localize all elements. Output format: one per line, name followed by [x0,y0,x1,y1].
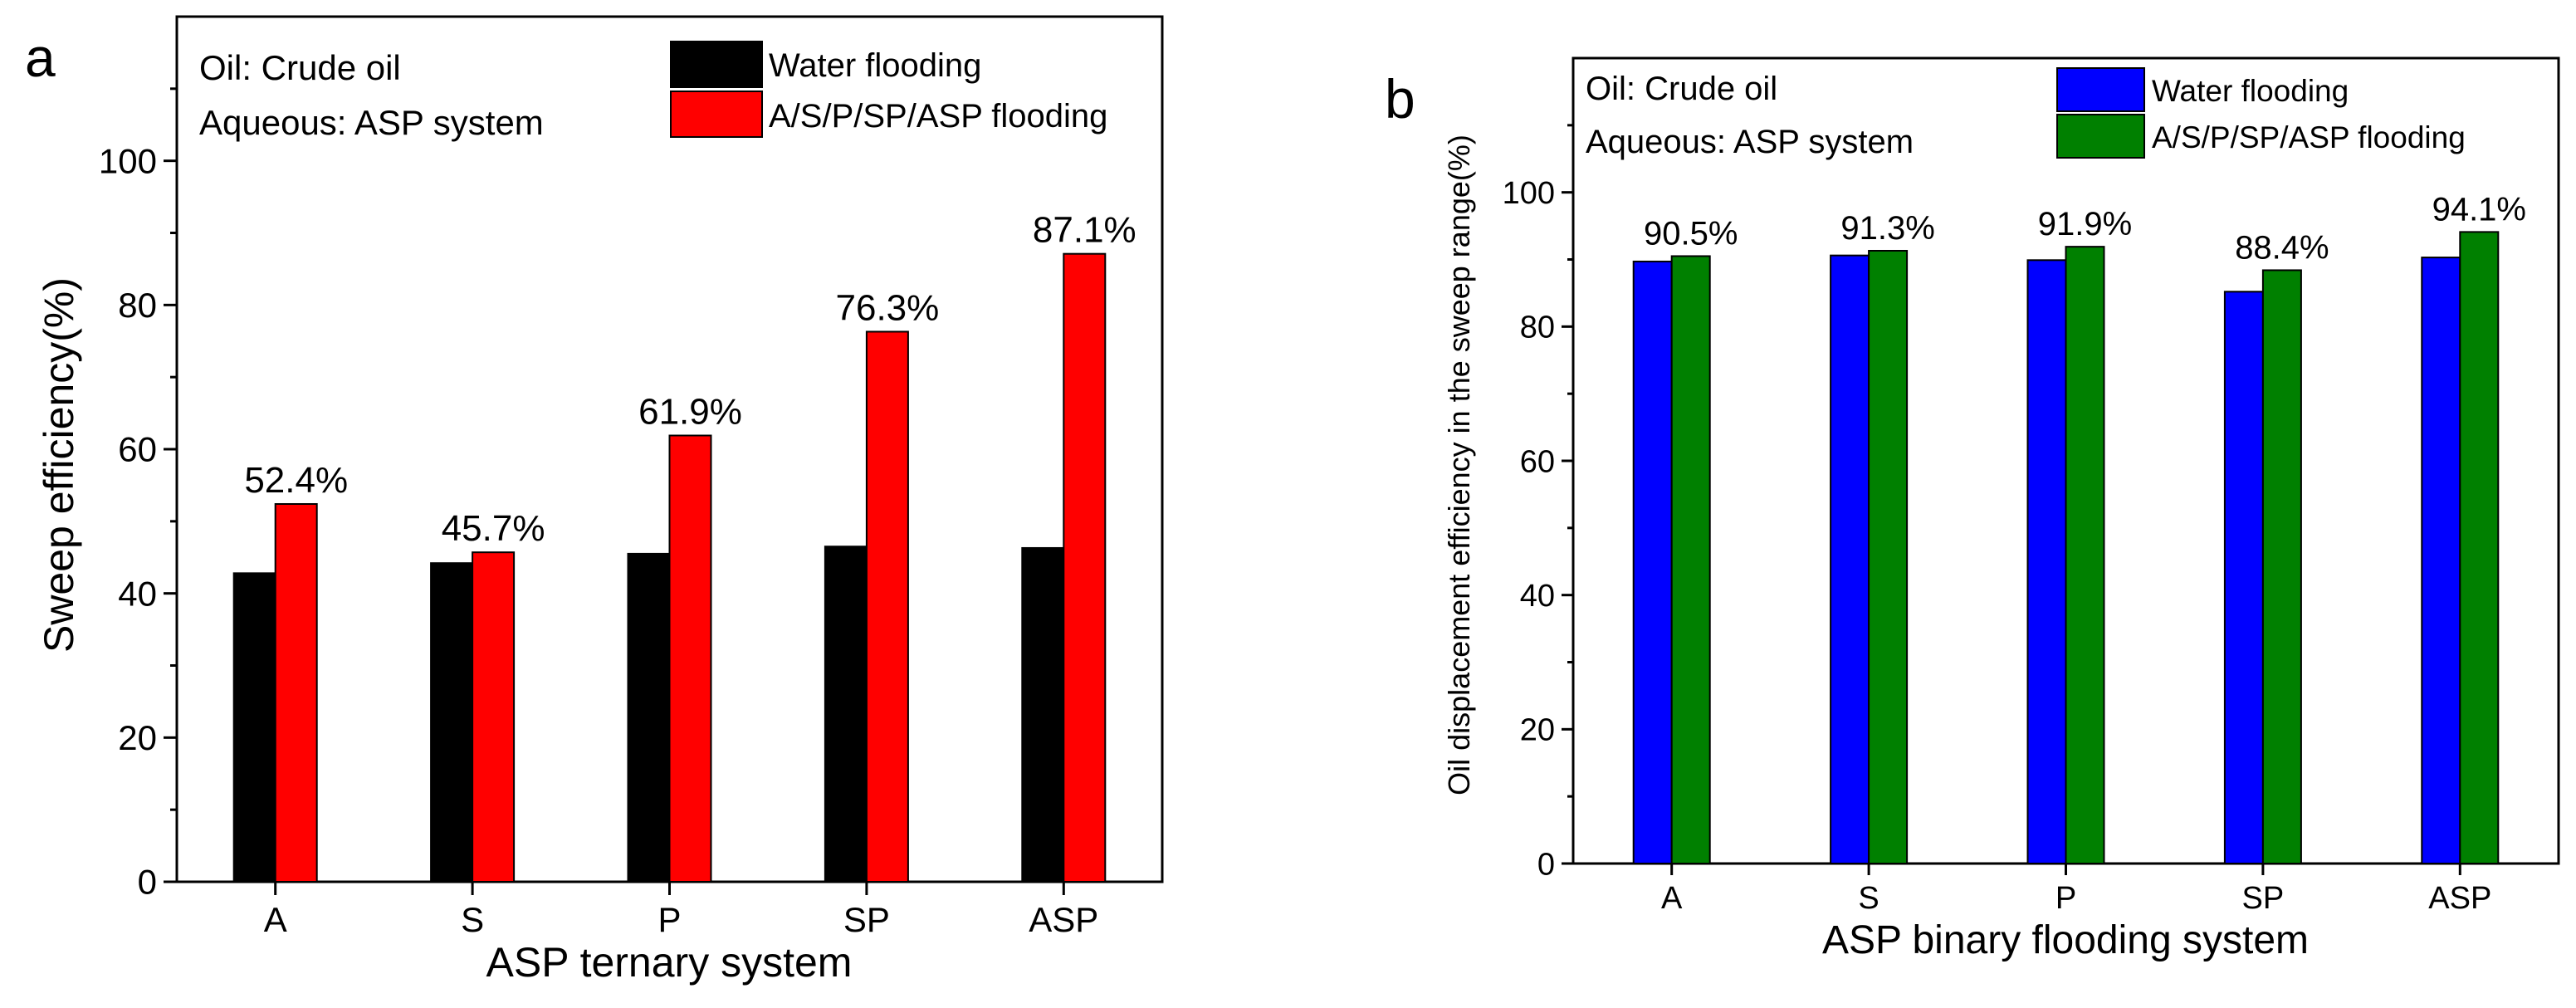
b-bar-water-sp [2223,291,2264,864]
a-bar-treatment-a [274,502,318,883]
panel-b-y-axis: 0 20 40 60 80 100 [1503,124,1573,882]
a-bar-treatment-sp [865,330,909,883]
panel-b-data-labels: 90.5% 91.3% 91.9% 88.4% 94.1% [1644,191,2526,266]
panel-a-legend-label-treatment: A/S/P/SP/ASP flooding [769,98,1107,135]
panel-b-legend: Water flooding A/S/P/SP/ASP flooding [2056,67,2466,159]
a-x-tick-label-p: P [657,900,681,939]
panel-a-y-axis: 0 20 40 60 80 100 [99,87,177,902]
b-x-tick-label-s: S [1858,881,1879,916]
b-data-label-a: 90.5% [1644,215,1738,252]
panel-a-legend-swatch-water [670,41,763,88]
a-y-tick-label: 0 [138,863,157,902]
a-bar-water-asp [1021,546,1065,883]
a-y-tick-label: 40 [118,574,157,613]
a-bar-water-a [232,572,276,883]
a-data-label-s: 45.7% [442,508,545,549]
a-bar-water-s [430,562,474,883]
a-x-tick-label-a: A [264,900,287,939]
panel-b-legend-label-water: Water flooding [2152,74,2349,108]
a-x-tick-label-s: S [461,900,484,939]
b-x-tick-label-p: P [2055,881,2076,916]
a-bar-treatment-s [472,551,516,883]
a-bar-water-p [627,552,671,883]
panel-b-bars [1632,231,2500,865]
b-bar-treatment-s [1868,249,1909,865]
b-y-tick-label: 20 [1520,713,1555,748]
b-bar-treatment-p [2065,246,2105,864]
panel-a-info-oil: Oil: Crude oil [199,48,401,87]
panel-b-label: b [1385,68,1415,130]
panel-a-legend-label-water: Water flooding [769,47,981,84]
panel-a-data-labels: 52.4% 45.7% 61.9% 76.3% 87.1% [244,210,1136,549]
b-bar-water-asp [2421,257,2461,864]
b-bar-treatment-asp [2459,231,2500,864]
panel-a-x-axis-title: ASP ternary system [486,939,853,986]
b-bar-water-p [2026,259,2067,864]
b-x-tick-label-sp: SP [2242,881,2285,916]
panel-a-x-axis: A S P SP ASP [264,882,1098,939]
b-y-tick-label: 60 [1520,444,1555,479]
b-x-tick-label-a: A [1661,881,1683,916]
panel-a-label: a [25,27,56,88]
a-bar-treatment-asp [1063,252,1107,883]
b-y-tick-label: 80 [1520,311,1555,345]
panel-b-legend-swatch-treatment [2056,114,2145,159]
b-data-label-s: 91.3% [1840,210,1934,247]
a-y-tick-label: 60 [118,430,157,469]
panel-b-info-aqueous: Aqueous: ASP system [1586,124,1914,160]
b-bar-treatment-a [1670,255,1711,865]
b-x-tick-label-asp: ASP [2428,881,2491,916]
a-y-tick-label: 80 [118,286,157,325]
a-data-label-sp: 76.3% [836,287,940,328]
a-y-tick-label: 100 [99,141,157,180]
panel-b-legend-label-treatment: A/S/P/SP/ASP flooding [2152,120,2466,154]
b-data-label-sp: 88.4% [2235,229,2329,266]
b-y-tick-label: 100 [1503,176,1555,211]
b-bar-treatment-sp [2261,269,2302,864]
panel-a-bars [232,252,1107,883]
a-data-label-p: 61.9% [638,392,742,433]
a-data-label-asp: 87.1% [1033,210,1136,251]
panel-b-info-oil: Oil: Crude oil [1586,71,1777,107]
b-bar-water-a [1632,260,1673,864]
b-bar-water-s [1830,254,1870,864]
a-x-tick-label-asp: ASP [1029,900,1098,939]
panel-b-x-axis-title: ASP binary flooding system [1822,918,2309,962]
panel-a-y-axis-title: Sweep efficiency(%) [36,277,82,653]
a-data-label-a: 52.4% [244,460,348,501]
a-y-tick-label: 20 [118,718,157,757]
panel-a-info-aqueous: Aqueous: ASP system [199,103,544,142]
a-bar-treatment-p [668,434,712,883]
b-data-label-asp: 94.1% [2432,191,2526,228]
panel-b-legend-swatch-water [2056,67,2145,112]
b-y-tick-label: 0 [1537,847,1555,882]
b-y-tick-label: 40 [1520,579,1555,614]
panel-a-legend: Water flooding A/S/P/SP/ASP flooding [670,41,1107,138]
a-bar-water-sp [824,546,868,883]
panel-b-y-axis-title: Oil displacement efficiency in the sweep… [1442,135,1476,795]
a-x-tick-label-sp: SP [843,900,890,939]
b-data-label-p: 91.9% [2038,206,2132,242]
panel-a-legend-swatch-treatment [670,91,763,138]
panel-b-x-axis: A S P SP ASP [1661,864,2491,916]
